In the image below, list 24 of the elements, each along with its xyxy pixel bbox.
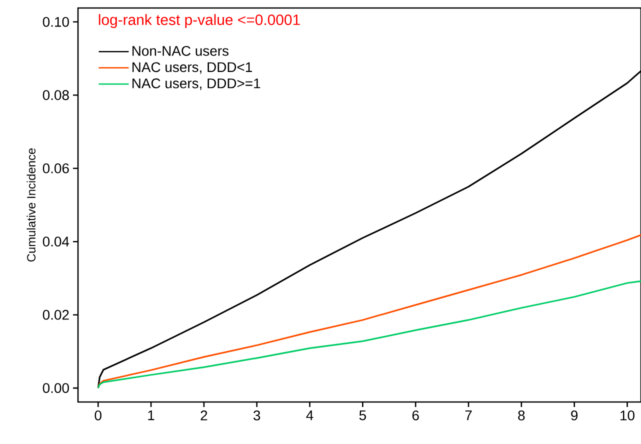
y-tick-label: 0.02 [42, 310, 69, 320]
x-tick-label: 0 [94, 410, 102, 420]
y-tick-label: 0.10 [42, 16, 69, 27]
x-tick-label: 7 [465, 410, 472, 420]
y-tick-label: 0.04 [42, 236, 70, 247]
x-tick-label: 3 [254, 410, 260, 420]
x-tick-label: 1 [148, 410, 154, 420]
legend-label: Non-NAC users [132, 46, 228, 56]
x-tick-label: 5 [359, 410, 366, 420]
x-tick-label: 4 [306, 410, 314, 420]
annotation: log-rank test p-value <=0.0001 [98, 14, 300, 28]
x-tick-label: 6 [412, 410, 419, 420]
legend-label: NAC users, DDD>=1 [132, 78, 260, 90]
line-series [97, 234, 641, 389]
line-series [97, 280, 641, 389]
legend-label: NAC users, DDD<1 [132, 62, 252, 74]
x-tick-label: 2 [200, 410, 208, 420]
y-tick-label: 0.06 [42, 163, 69, 174]
y-tick-label: 0.08 [42, 90, 69, 100]
y-tick-label: 0.00 [42, 383, 69, 394]
y-axis-title: Cumulative Incidence [26, 148, 36, 262]
x-tick-label: 8 [518, 410, 525, 420]
x-tick-label: 10 [620, 410, 634, 420]
x-tick-label: 9 [571, 410, 578, 420]
